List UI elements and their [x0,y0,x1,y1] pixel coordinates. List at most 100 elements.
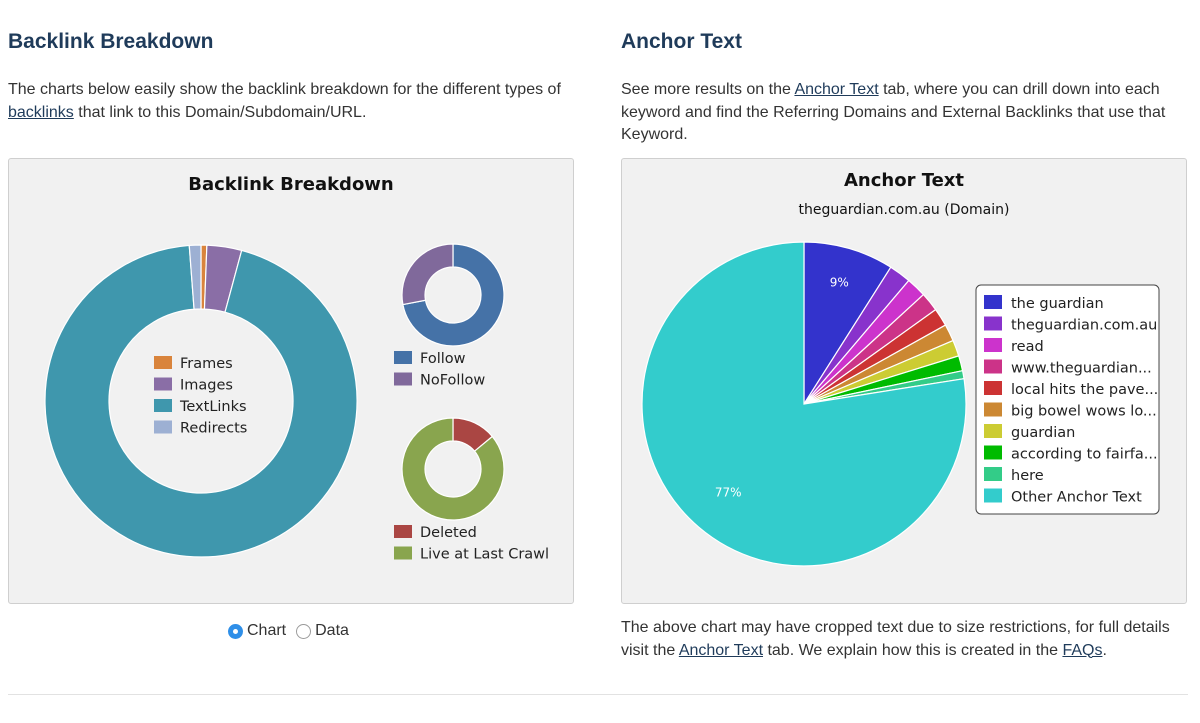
legend-label: local hits the pave... [1011,382,1158,398]
legend-label: NoFollow [420,373,485,389]
legend-label: Other Anchor Text [1011,490,1142,506]
section-intro: See more results on the Anchor Text tab,… [621,79,1191,147]
data-label-other-anchor-text: 77% [715,486,742,500]
legend-label: Images [180,378,233,394]
slice-live-at-last-crawl[interactable] [401,417,505,521]
data-radio[interactable] [296,623,312,639]
legend-label: TextLinks [179,399,247,415]
legend-item-nofollow[interactable]: NoFollow [394,372,485,389]
section-heading: Backlink Breakdown [8,30,214,53]
note-text-after: . [1102,641,1107,659]
slice-follow[interactable] [402,243,505,347]
legend-label: Deleted [420,525,477,541]
legend-item-read[interactable]: read [984,338,1044,355]
intro-text-after: that link to this Domain/Subdomain/URL. [73,103,367,121]
backlink-breakdown-chart-panel: Backlink Breakdown Frames Images TextLinks… [8,158,574,604]
legend-label: the guardian [1011,296,1104,312]
chart-note: The above chart may have cropped text du… [621,617,1191,662]
legend-swatch [984,445,1002,460]
slice-redirects[interactable] [188,244,202,310]
note-text-before: The above chart may have cropped text du… [621,619,1170,659]
anchor-text-tab-link-2[interactable]: Anchor Text [678,641,764,659]
anchor-text-pie: 9% 77% [641,241,967,567]
follow-donut [401,243,505,347]
main-donut [44,244,358,558]
legend-label: here [1011,468,1044,484]
legend-swatch [984,338,1002,352]
legend-swatch [154,420,172,434]
legend-item-big-bowel-wows-lo[interactable]: big bowel wows lo... [984,402,1157,420]
legend-swatch [984,381,1002,395]
chart-title: Backlink Breakdown [188,174,394,195]
legend-swatch [984,295,1002,309]
legend-label: theguardian.com.au [1011,318,1157,334]
legend-item-other-anchor-text[interactable]: Other Anchor Text [984,488,1142,506]
legend-item-local-hits-the-pave[interactable]: local hits the pave... [984,381,1158,398]
anchor-text-chart: Anchor Text theguardian.com.au (Domain) … [641,170,1160,567]
data-radio-label[interactable]: Data [315,622,349,639]
slice-the-guardian[interactable] [803,241,892,407]
slice-nofollow[interactable] [401,243,454,306]
anchor-text-legend: the guardian theguardian.com.au read www.th… [975,284,1160,515]
legend-swatch [984,467,1002,481]
slice-textlinks[interactable] [44,244,358,558]
intro-text-before: See more results on the [621,81,795,98]
section-intro: The charts below easily show the backlin… [8,79,568,124]
slice-other-anchor-text[interactable] [641,241,967,567]
legend-item-redirects[interactable]: Redirects [154,420,247,437]
legend-label: www.theguardian... [1011,361,1152,377]
legend-label: Frames [180,356,233,372]
legend-item-textlinks[interactable]: TextLinks [154,399,247,415]
legend-swatch [984,359,1002,374]
legend-item-live-at-last-crawl[interactable]: Live at Last Crawl [394,546,549,563]
legend-item-www-theguardian[interactable]: www.theguardian... [984,359,1152,377]
legend-item-images[interactable]: Images [154,377,233,394]
legend-item-guardian[interactable]: guardian [984,424,1075,441]
legend-box [975,284,1160,515]
deleted-donut [401,417,505,521]
note-text-middle: tab. We explain how this is created in t… [763,641,1063,659]
legend-item-deleted[interactable]: Deleted [394,525,477,541]
legend-swatch [154,377,172,391]
legend-swatch [154,399,172,412]
follow-donut-legend: Follow NoFollow [394,351,485,389]
deleted-donut-legend: Deleted Live at Last Crawl [394,525,549,563]
legend-item-theguardian-com-au[interactable]: theguardian.com.au [984,316,1157,334]
section-heading: Anchor Text [621,30,742,53]
legend-label: Redirects [180,421,247,437]
legend-swatch [394,525,412,538]
chart-radio-label[interactable]: Chart [247,622,287,639]
legend-swatch [154,356,172,369]
legend-item-the-guardian[interactable]: the guardian [984,295,1104,312]
legend-label: read [1011,339,1044,355]
section-divider [8,694,1188,695]
chart-title: Anchor Text [844,170,964,191]
legend-item-frames[interactable]: Frames [154,356,233,372]
legend-label: according to fairfa... [1011,447,1158,463]
chart-subtitle: theguardian.com.au (Domain) [798,202,1009,218]
view-toggle: Chart Data [228,622,355,640]
intro-text-after: tab, where you can drill down into each … [621,81,1166,143]
anchor-text-tab-link[interactable]: Anchor Text [794,81,879,98]
legend-label: guardian [1011,425,1075,441]
chart-radio[interactable] [228,623,243,639]
faqs-link[interactable]: FAQs [1062,641,1103,659]
legend-swatch [394,546,412,560]
backlink-breakdown-chart: Backlink Breakdown Frames Images TextLinks… [44,174,549,563]
legend-swatch [984,488,1002,503]
data-label-the-guardian: 9% [830,276,849,290]
legend-swatch [394,372,412,386]
legend-swatch [394,351,412,364]
legend-swatch [984,424,1002,438]
intro-text-before: The charts below easily show the backlin… [8,81,561,98]
legend-label: Live at Last Crawl [420,547,549,563]
main-donut-legend: Frames Images TextLinks Redirects [154,356,247,437]
legend-item-here[interactable]: here [984,467,1044,484]
legend-label: Follow [420,351,466,367]
legend-swatch [984,316,1002,331]
legend-item-according-to-fairfa[interactable]: according to fairfa... [984,445,1158,463]
backlinks-link[interactable]: backlinks [8,103,74,121]
legend-item-follow[interactable]: Follow [394,351,466,367]
legend-swatch [984,402,1002,417]
anchor-text-chart-panel: Anchor Text theguardian.com.au (Domain) … [621,158,1187,604]
